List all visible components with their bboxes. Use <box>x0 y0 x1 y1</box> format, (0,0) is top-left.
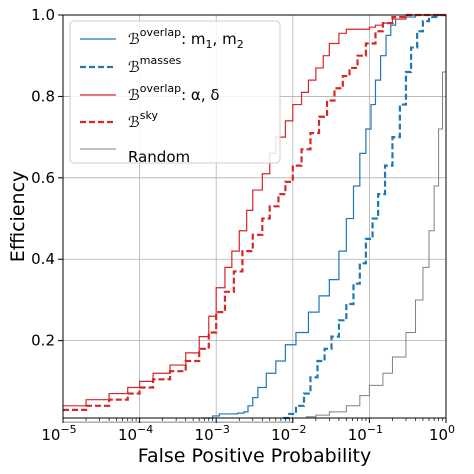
x-tick-label: 10−5 <box>41 423 76 444</box>
ticks: 10−5 10−4 10−3 10−2 10−1 100 0.2 0.4 0.6 0.8 1.0 <box>31 6 455 444</box>
series-line-overlap_m <box>201 14 446 419</box>
series-line-masses <box>283 13 446 420</box>
y-tick-label: 0.4 <box>31 250 55 268</box>
x-tick-label: 10−3 <box>195 423 230 444</box>
x-axis-title: False Positive Probability <box>138 445 371 467</box>
x-tick-label: 10−1 <box>348 423 383 444</box>
plot-frame <box>62 14 447 419</box>
legend-label-overlap_m: ℬoverlap: m1, m2 <box>128 26 244 51</box>
y-tick-label: 0.8 <box>31 87 55 105</box>
legend-label-overlap_ad: ℬoverlap: α, δ <box>128 82 220 104</box>
y-tick-label: 0.2 <box>31 332 55 350</box>
legend-label-sky: ℬsky <box>128 109 159 131</box>
x-tick-label: 10−2 <box>271 423 306 444</box>
legend-label-random: Random <box>128 148 190 166</box>
series-line-sky <box>63 13 446 411</box>
legend: ℬoverlap: m1, m2 ℬmasses ℬoverlap: α, δ ℬsk… <box>69 20 281 166</box>
y-axis-title: Efficiency <box>7 171 29 263</box>
x-tick-label: 10−4 <box>118 423 153 444</box>
legend-label-masses: ℬmasses <box>128 54 181 76</box>
legend-box <box>69 20 281 164</box>
y-tick-label: 1.0 <box>31 6 55 24</box>
x-tick-label: 100 <box>429 423 455 444</box>
y-tick-label: 0.6 <box>31 169 55 187</box>
